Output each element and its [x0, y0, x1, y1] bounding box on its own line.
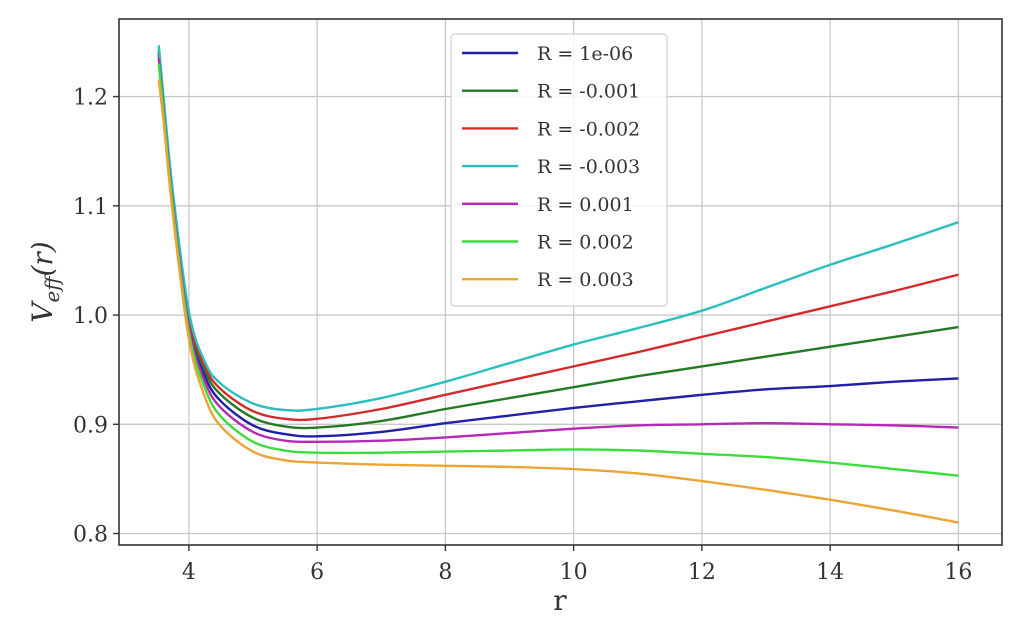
- x-tick-label: 10: [560, 560, 588, 585]
- y-tick-label: 1.2: [73, 86, 108, 111]
- y-axis-label: Veff(r): [26, 241, 64, 322]
- legend-label: R = 0.003: [537, 269, 634, 291]
- y-axis-label-sub: eff: [40, 273, 64, 303]
- y-tick-label: 1.0: [73, 304, 108, 329]
- legend-label: R = 0.002: [537, 232, 634, 254]
- x-tick-label: 6: [310, 560, 324, 585]
- x-tick-label: 12: [688, 560, 716, 585]
- legend-label: R = 1e-06: [537, 43, 633, 65]
- x-axis-label: r: [553, 584, 567, 617]
- y-axis-label-arg: (r): [26, 241, 59, 276]
- legend-label: R = 0.001: [537, 194, 634, 216]
- y-tick-label: 0.9: [73, 413, 108, 438]
- axis-labels: r Veff(r): [26, 241, 567, 617]
- x-tick-label: 8: [438, 560, 452, 585]
- legend-label: R = -0.001: [537, 81, 640, 103]
- series-line-3: [157, 45, 959, 412]
- y-axis-label-main: V: [26, 300, 59, 323]
- data-series: [157, 45, 959, 524]
- x-tick-label: 14: [816, 560, 844, 585]
- y-tick-label: 1.1: [73, 195, 108, 220]
- legend: R = 1e-06 R = -0.001 R = -0.002 R = -0.003 R…: [450, 33, 668, 307]
- y-tick-label: 0.8: [73, 523, 108, 548]
- legend-label: R = -0.003: [537, 156, 640, 178]
- x-tick-label: 4: [182, 560, 196, 585]
- legend-box: [450, 33, 668, 307]
- legend-label: R = -0.002: [537, 118, 640, 140]
- plot-frame: [118, 18, 1003, 546]
- axes: [118, 18, 1003, 546]
- x-tick-label: 16: [944, 560, 972, 585]
- series-line-6: [157, 80, 959, 524]
- tick-labels: 4 6 8 10 12 14 16 0.8 0.9 1.0 1.1 1.2: [73, 86, 972, 585]
